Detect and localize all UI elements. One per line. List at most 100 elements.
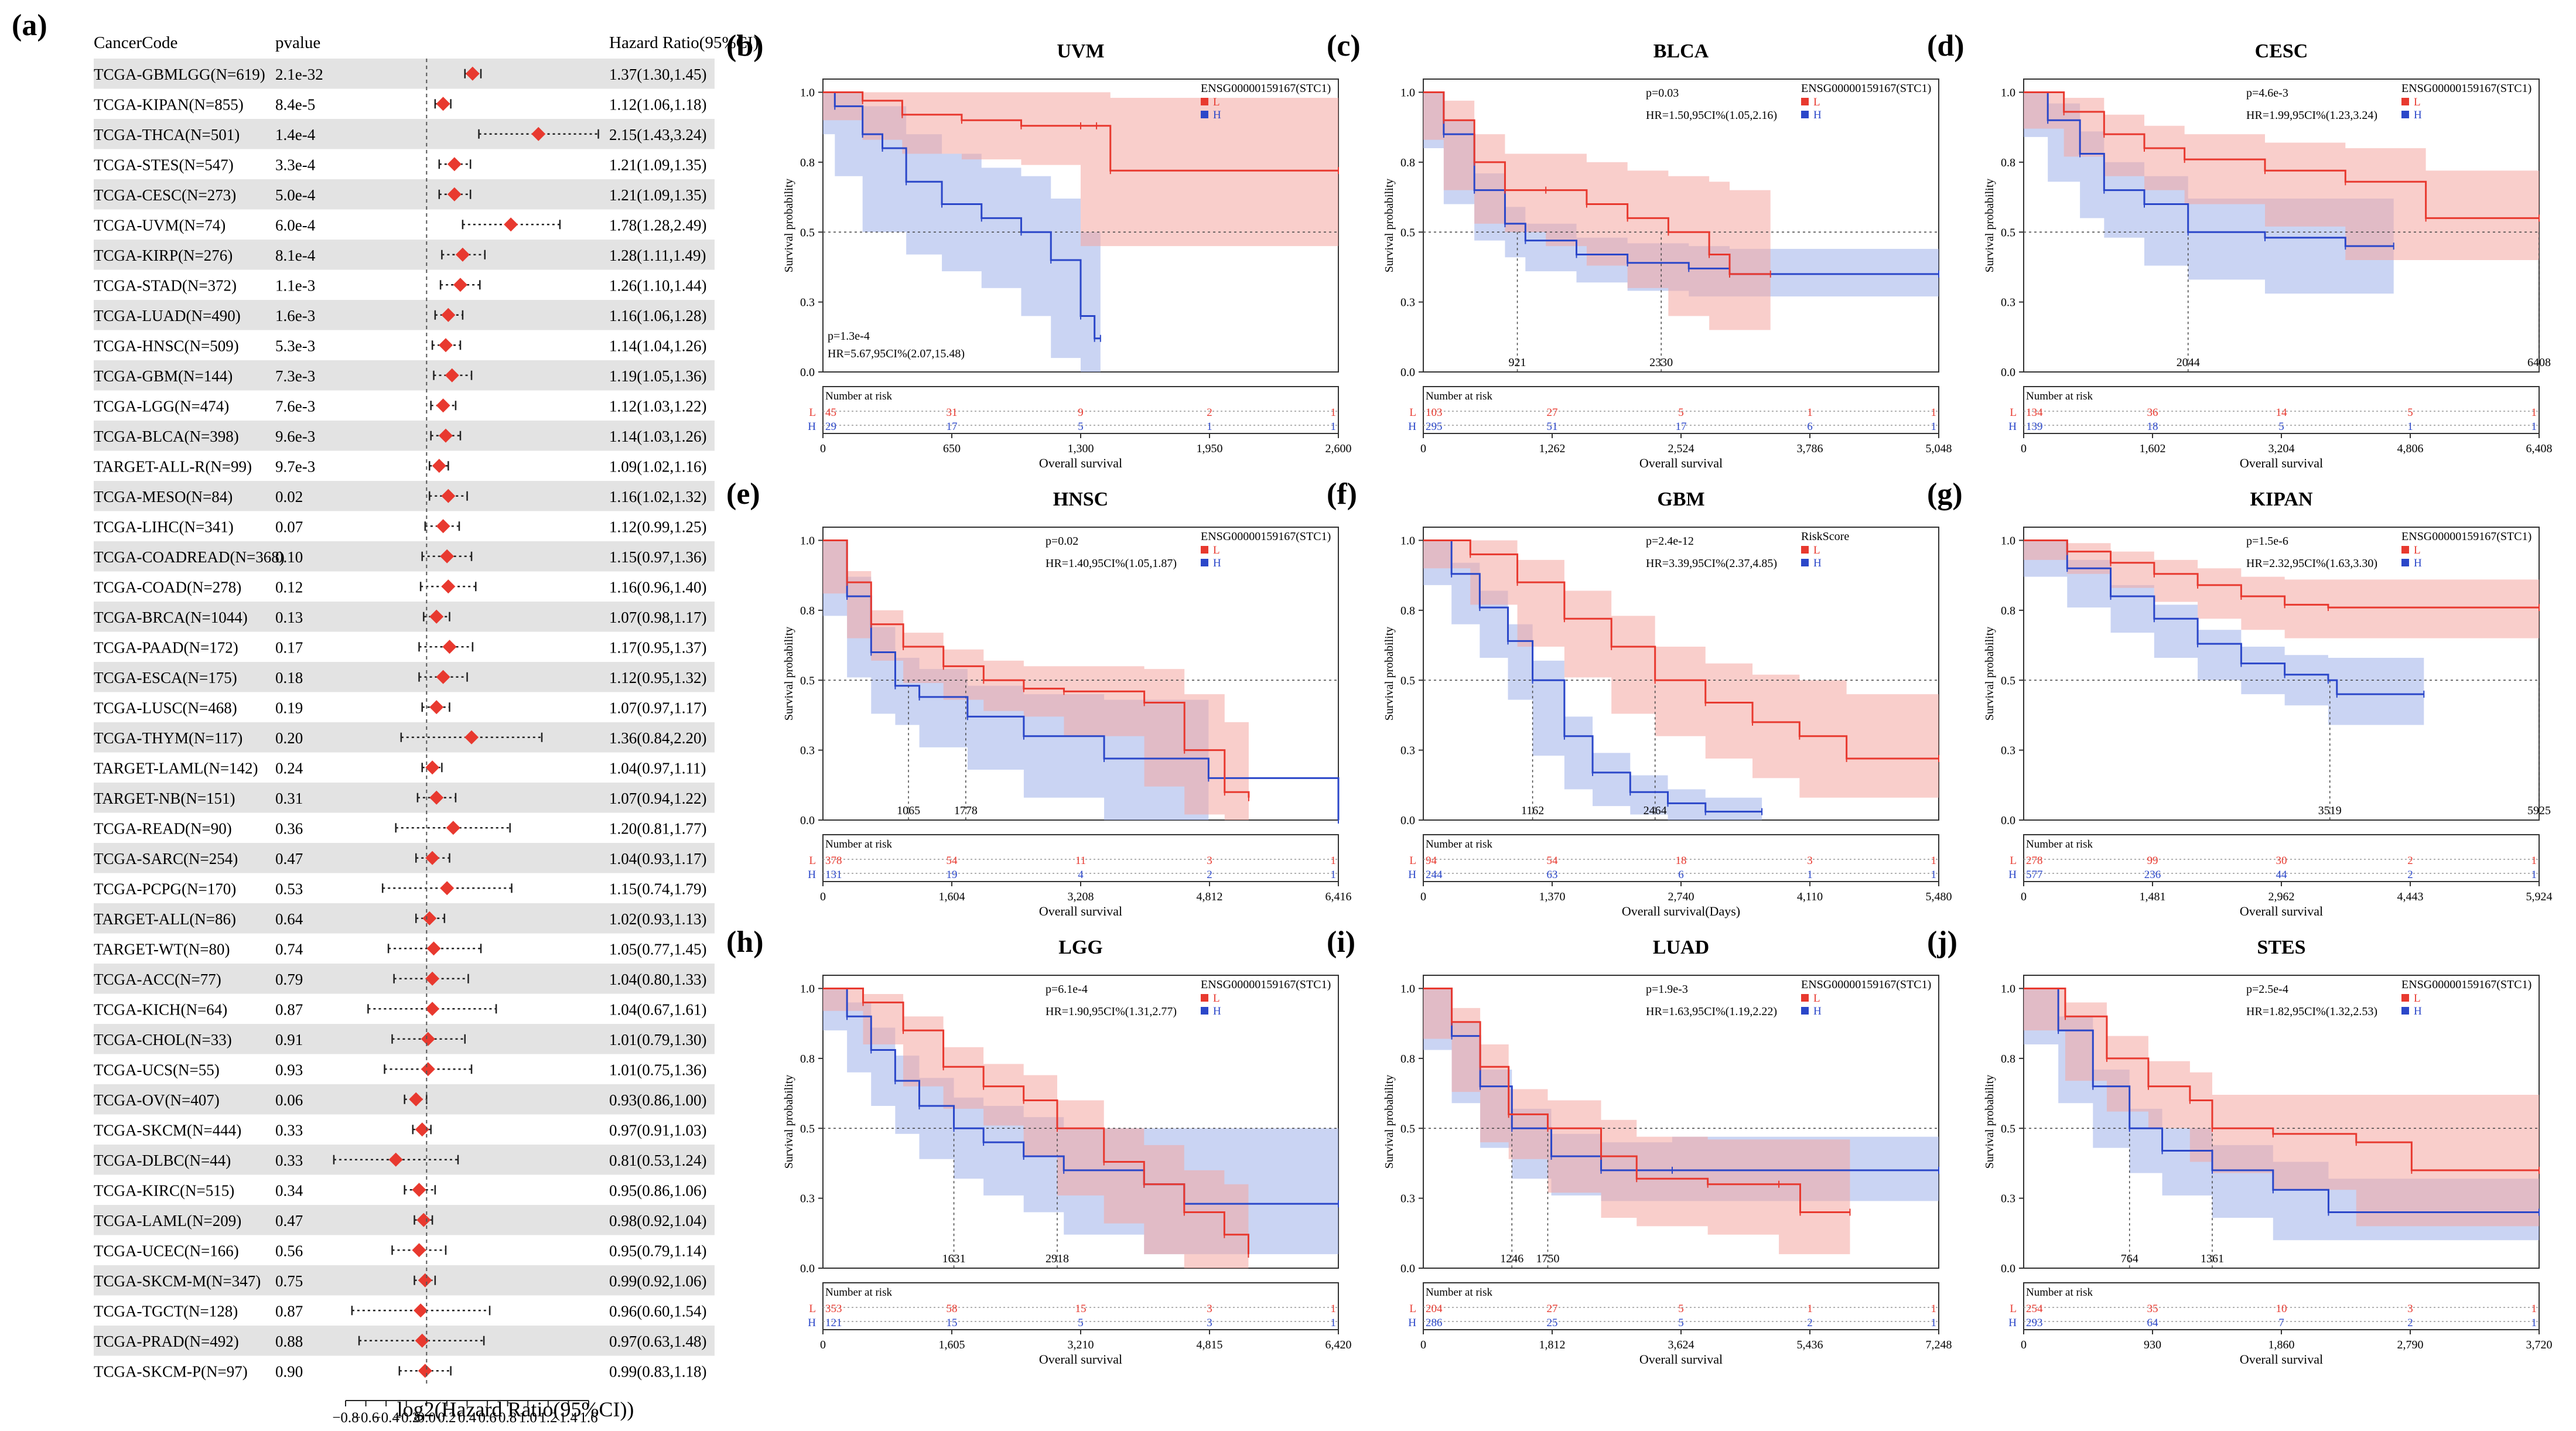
km-risk-high: 29 xyxy=(825,421,836,433)
panel-label-a: (a) xyxy=(12,9,47,42)
forest-x-tick-label: 0.0 xyxy=(418,1410,436,1426)
km-risk-high: 236 xyxy=(2144,869,2161,881)
forest-pvalue: 5.0e-4 xyxy=(275,186,316,204)
forest-cancer-code: TCGA-MESO(N=84) xyxy=(94,488,233,506)
km-panel-label: (b) xyxy=(726,29,764,63)
forest-hr-ci: 0.99(0.83,1.18) xyxy=(609,1362,706,1380)
km-panel-label: (c) xyxy=(1327,29,1361,63)
km-risk-high: 1 xyxy=(2531,421,2537,433)
forest-cancer-code: TCGA-THCA(N=501) xyxy=(94,126,240,144)
km-legend-swatch-low xyxy=(1801,98,1809,105)
km-curve-low xyxy=(823,988,1249,1255)
km-legend-swatch-low xyxy=(1201,98,1208,105)
km-risk-high: 1 xyxy=(1331,1317,1337,1329)
km-risk-low: 3 xyxy=(2407,1303,2413,1315)
forest-hr-ci: 1.21(1.09,1.35) xyxy=(609,156,706,173)
forest-estimate-marker xyxy=(464,730,479,744)
km-risk-row-label-low: L xyxy=(2010,407,2017,419)
forest-hr-ci: 2.15(1.43,3.24) xyxy=(609,126,706,144)
km-y-tick-label: 0.8 xyxy=(1400,156,1415,169)
km-legend-title: ENSG00000159167(STC1) xyxy=(1201,530,1331,543)
km-x-tick-label: 2,524 xyxy=(1668,442,1694,455)
km-median-label: 2464 xyxy=(1644,804,1667,817)
km-panel-title: STES xyxy=(2257,937,2305,958)
km-risk-high: 1 xyxy=(1807,869,1813,881)
km-y-axis-title: Survival probability xyxy=(1383,1075,1396,1169)
forest-x-tick-label: −0.2 xyxy=(393,1410,419,1426)
km-x-tick-label: 1,481 xyxy=(2140,890,2166,903)
km-risk-low: 3 xyxy=(1807,855,1813,867)
km-x-tick-label: 5,924 xyxy=(2526,890,2553,903)
forest-pvalue: 0.24 xyxy=(275,759,303,777)
km-risk-high: 1 xyxy=(1207,421,1212,433)
forest-estimate-marker xyxy=(439,338,453,353)
km-risk-high: 295 xyxy=(1426,421,1443,433)
km-risk-low: 1 xyxy=(1331,407,1337,419)
km-y-tick-label: 0.5 xyxy=(800,226,815,239)
forest-estimate-marker xyxy=(432,459,446,473)
km-risk-low: 54 xyxy=(1547,855,1559,867)
km-risk-low: 5 xyxy=(1678,407,1684,419)
forest-row-stripe xyxy=(94,360,715,391)
forest-hr-ci: 1.01(0.75,1.36) xyxy=(609,1061,706,1078)
forest-estimate-marker xyxy=(436,519,450,534)
forest-pvalue: 0.56 xyxy=(275,1242,303,1259)
forest-estimate-marker xyxy=(429,609,444,624)
forest-hr-ci: 1.15(0.74,1.79) xyxy=(609,880,706,897)
km-panel-title: GBM xyxy=(1657,489,1704,510)
km-risk-low: 58 xyxy=(947,1303,958,1315)
km-y-tick-label: 0.8 xyxy=(2001,604,2015,617)
forest-estimate-marker xyxy=(439,428,453,443)
km-x-tick-label: 1,604 xyxy=(939,890,965,903)
km-risk-title: Number at risk xyxy=(825,390,892,402)
km-legend-title: ENSG00000159167(STC1) xyxy=(1801,82,1931,95)
forest-cancer-code: TCGA-STES(N=547) xyxy=(94,156,234,173)
km-panel-title: LGG xyxy=(1058,937,1103,958)
km-risk-row-label-high: H xyxy=(808,1317,816,1329)
km-curve-high xyxy=(2024,539,2424,695)
km-risk-low: 1 xyxy=(2531,1303,2537,1315)
km-pvalue: p=0.03 xyxy=(1646,87,1679,100)
forest-row-stripe xyxy=(94,481,715,511)
km-panel-title: KIPAN xyxy=(2250,489,2312,510)
forest-estimate-marker xyxy=(429,700,444,715)
km-y-tick-label: 0.0 xyxy=(800,366,815,379)
km-pvalue: p=6.1e-4 xyxy=(1046,983,1088,996)
km-risk-low: 1 xyxy=(1931,1303,1937,1315)
km-legend-swatch-low xyxy=(2401,546,2409,554)
km-legend-label-low: L xyxy=(2414,544,2421,556)
km-y-tick-label: 0.8 xyxy=(2001,156,2015,169)
km-legend-title: ENSG00000159167(STC1) xyxy=(1201,978,1331,991)
km-curve-high xyxy=(1423,91,1939,275)
forest-hr-ci: 1.26(1.10,1.44) xyxy=(609,276,706,294)
forest-pvalue: 0.33 xyxy=(275,1121,303,1139)
km-y-tick-label: 0.3 xyxy=(1400,1193,1415,1205)
km-x-tick-label: 5,480 xyxy=(1926,890,1952,903)
km-risk-high: 2 xyxy=(2407,1317,2413,1329)
km-y-tick-label: 0.0 xyxy=(1400,1262,1415,1275)
forest-estimate-marker xyxy=(388,1152,403,1167)
km-median-label: 5925 xyxy=(2527,804,2551,817)
km-legend-swatch-low xyxy=(2401,98,2409,105)
km-x-tick-label: 4,815 xyxy=(1197,1338,1223,1351)
km-legend-label-high: H xyxy=(1213,557,1221,569)
km-hazard-ratio: HR=1.90,95CI%(1.31,2.77) xyxy=(1046,1005,1177,1018)
forest-row-stripe xyxy=(94,421,715,451)
forest-estimate-marker xyxy=(425,760,440,775)
forest-hr-ci: 1.21(1.09,1.35) xyxy=(609,186,706,204)
km-pvalue: p=2.5e-4 xyxy=(2246,983,2288,996)
forest-estimate-marker xyxy=(426,941,441,956)
forest-pvalue: 0.02 xyxy=(275,488,303,506)
km-legend-label-high: H xyxy=(2414,557,2422,569)
forest-cancer-code: TCGA-COADREAD(N=368) xyxy=(94,548,285,566)
km-pvalue: p=1.3e-4 xyxy=(828,330,870,343)
forest-cancer-code: TCGA-UCEC(N=166) xyxy=(94,1242,239,1259)
km-x-tick-label: 1,602 xyxy=(2140,442,2166,455)
km-legend-label-low: L xyxy=(1813,96,1820,108)
forest-pvalue: 7.6e-3 xyxy=(275,397,315,415)
forest-hr-ci: 0.96(0.60,1.54) xyxy=(609,1302,706,1320)
km-x-tick-label: 2,790 xyxy=(2397,1338,2424,1351)
forest-hr-ci: 1.14(1.04,1.26) xyxy=(609,337,706,354)
km-survival-panels: (b) UVM 0.0 0.3 0.5 0.8 1.0 Survival probabilit… xyxy=(726,29,2553,1367)
